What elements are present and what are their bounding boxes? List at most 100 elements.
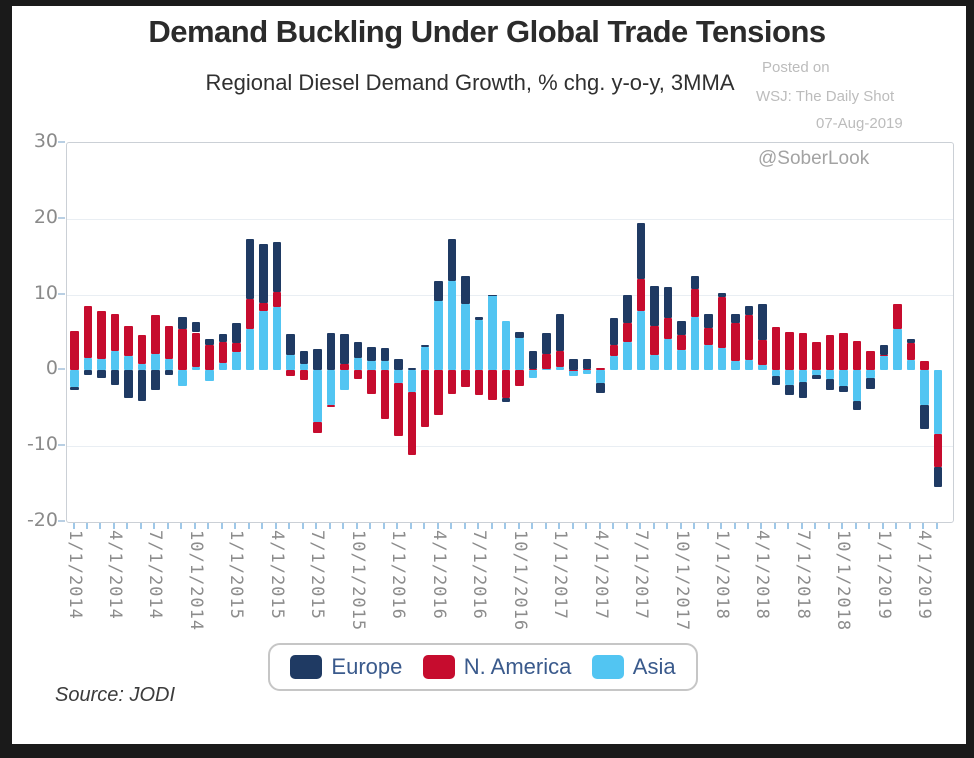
x-tick-mark xyxy=(612,523,615,529)
bar-segment-asia xyxy=(744,359,754,371)
bar-segment-n-america xyxy=(299,370,309,381)
bar-segment-asia xyxy=(717,348,727,371)
x-tick-mark xyxy=(355,523,358,529)
x-tick-label: 7/1/2017 xyxy=(631,530,652,620)
x-tick-mark xyxy=(153,523,156,529)
watermark-soberlook-handle: @SoberLook xyxy=(758,148,870,169)
x-tick-mark xyxy=(773,523,776,529)
bar-segment-n-america xyxy=(407,391,416,456)
y-tick-label: 30 xyxy=(33,130,58,152)
legend-label-n-america: N. America xyxy=(463,654,572,679)
x-tick-mark xyxy=(247,523,250,529)
bar-segment-n-america xyxy=(866,350,875,371)
x-tick-mark xyxy=(342,523,345,529)
bar-segment-asia xyxy=(367,361,376,371)
x-tick-mark xyxy=(693,523,696,529)
bar-segment-n-america xyxy=(191,332,201,367)
bar-segment-n-america xyxy=(744,315,754,360)
watermark-date: 07-Aug-2019 xyxy=(816,115,903,132)
bar-segment-europe xyxy=(272,242,282,293)
bar-segment-asia xyxy=(569,370,578,377)
bar-segment-asia xyxy=(218,362,228,371)
bar-segment-n-america xyxy=(906,343,916,360)
x-tick-mark xyxy=(747,523,749,529)
bar-segment-europe xyxy=(83,370,93,375)
bar-segment-europe xyxy=(286,334,295,356)
x-tick-mark xyxy=(706,523,709,529)
bar-segment-europe xyxy=(731,314,740,324)
bar-segment-asia xyxy=(555,366,565,371)
y-gridline xyxy=(67,446,953,448)
x-tick-label: 1/1/2018 xyxy=(712,530,733,620)
bar-segment-europe xyxy=(852,401,862,410)
bar-segment-europe xyxy=(704,314,713,328)
europe-swatch-icon xyxy=(290,655,323,679)
bar-segment-asia xyxy=(731,361,740,371)
y-tick-mark xyxy=(58,520,65,522)
x-tick-mark xyxy=(396,523,399,529)
bar-segment-n-america xyxy=(124,326,133,356)
bar-segment-n-america xyxy=(542,353,551,369)
plot-area xyxy=(66,142,954,523)
bar-segment-n-america xyxy=(717,296,727,349)
bar-segment-asia xyxy=(920,370,929,406)
x-tick-mark xyxy=(800,523,803,529)
legend-item-n-america: N. America xyxy=(422,654,572,680)
bar-segment-n-america xyxy=(70,330,79,371)
bar-segment-asia xyxy=(259,311,268,371)
bar-segment-n-america xyxy=(650,326,659,356)
bar-segment-n-america xyxy=(420,370,430,428)
bar-segment-n-america xyxy=(879,355,889,356)
bar-segment-n-america xyxy=(151,315,160,355)
bar-segment-asia xyxy=(704,345,713,371)
bar-segment-n-america xyxy=(582,368,592,371)
bar-segment-n-america xyxy=(340,364,349,371)
x-tick-mark xyxy=(531,523,534,529)
bar-segment-europe xyxy=(245,238,255,300)
bar-segment-asia xyxy=(906,359,916,371)
bar-segment-asia xyxy=(488,295,497,371)
x-tick-label: 4/1/2018 xyxy=(752,530,773,620)
bar-segment-asia xyxy=(124,355,133,371)
y-tick-mark xyxy=(58,368,65,371)
bar-segment-n-america xyxy=(623,323,632,342)
y-tick-label: -20 xyxy=(26,509,58,531)
x-tick-mark xyxy=(301,523,304,529)
bar-segment-asia xyxy=(245,329,255,371)
bar-segment-asia xyxy=(380,361,390,371)
bar-segment-europe xyxy=(407,368,416,371)
x-tick-mark xyxy=(679,523,682,529)
bar-segment-n-america xyxy=(367,370,376,394)
bar-segment-n-america xyxy=(920,361,929,371)
bar-segment-n-america xyxy=(488,370,497,400)
bar-segment-europe xyxy=(110,370,120,385)
x-tick-label: 10/1/2018 xyxy=(833,530,854,632)
bar-segment-asia xyxy=(515,337,524,371)
bar-segment-europe xyxy=(879,345,889,356)
bar-segment-europe xyxy=(474,316,484,320)
bar-segment-n-america xyxy=(97,311,106,360)
bar-segment-n-america xyxy=(798,332,808,371)
bar-segment-europe xyxy=(717,293,727,297)
bar-segment-n-america xyxy=(515,370,524,386)
x-tick-label: 1/1/2014 xyxy=(64,530,85,620)
bar-segment-europe xyxy=(785,384,794,395)
bar-segment-asia xyxy=(785,370,794,385)
bar-segment-europe xyxy=(420,345,430,347)
bar-segment-n-america xyxy=(704,327,713,346)
bar-segment-asia xyxy=(852,370,862,402)
bar-segment-europe xyxy=(555,314,565,352)
bar-segment-europe xyxy=(758,304,767,341)
bar-segment-europe xyxy=(636,223,646,280)
y-tick-label: 20 xyxy=(33,205,58,228)
bar-segment-n-america xyxy=(501,370,511,399)
x-tick-mark xyxy=(72,523,75,529)
bar-segment-n-america xyxy=(812,341,821,371)
x-tick-label: 4/1/2019 xyxy=(914,530,935,620)
x-tick-mark xyxy=(504,523,507,529)
bar-segment-n-america xyxy=(286,370,295,377)
bar-segment-europe xyxy=(623,294,632,324)
bar-segment-europe xyxy=(906,339,916,344)
bar-segment-n-america xyxy=(272,292,282,308)
